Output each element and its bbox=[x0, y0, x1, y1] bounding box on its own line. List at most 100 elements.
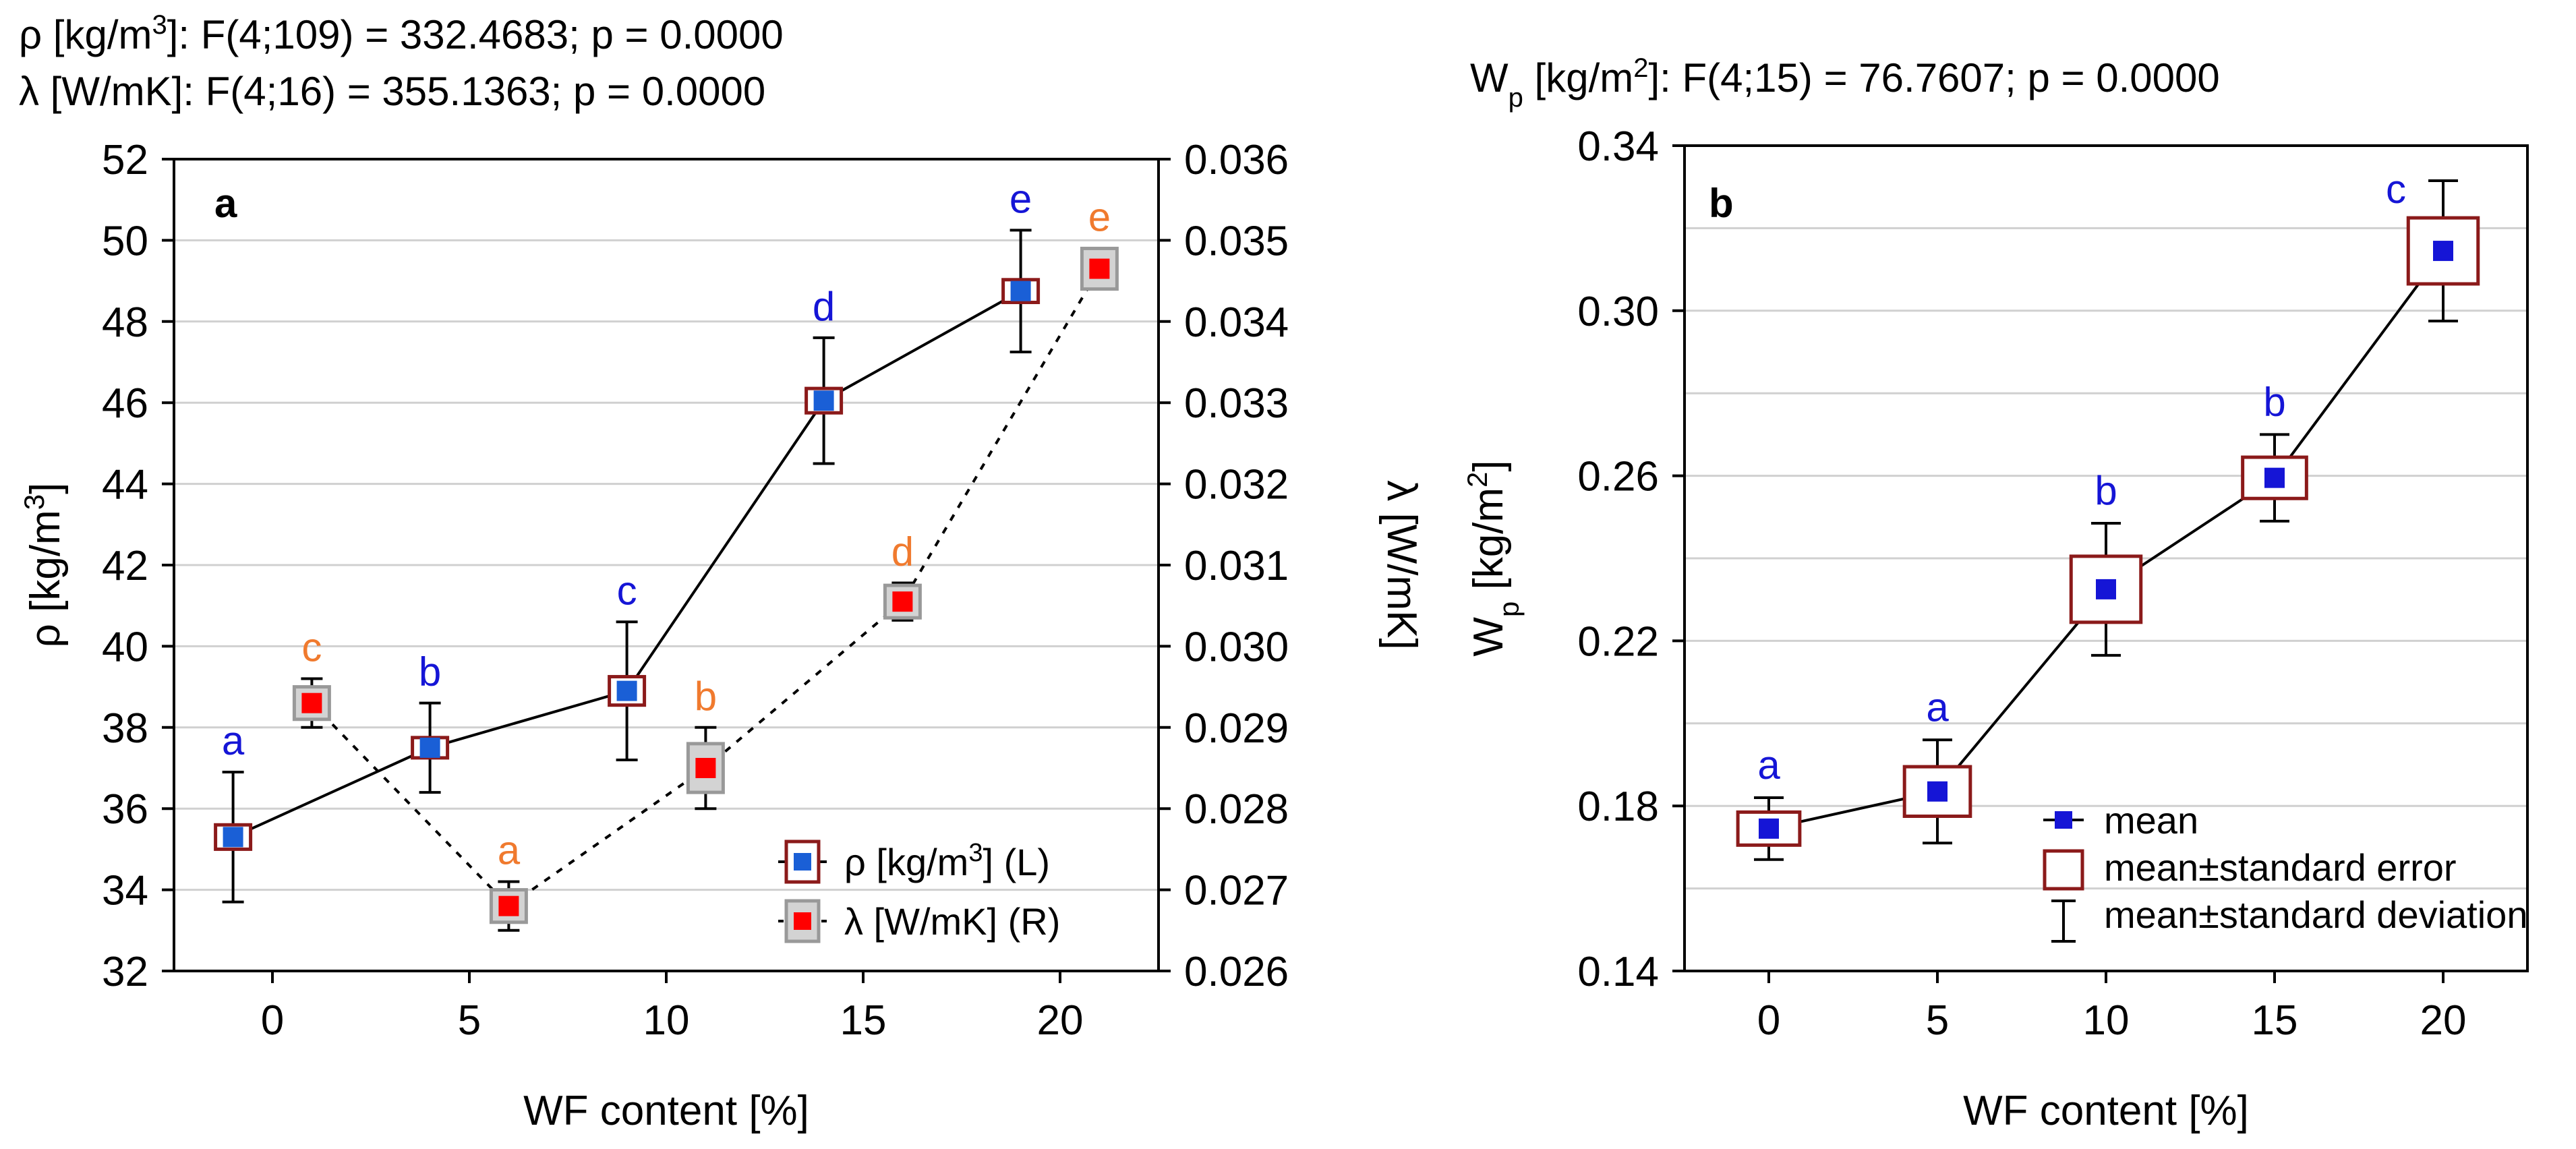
panel-b-ytick-label: 0.22 bbox=[1577, 618, 1659, 665]
ylabel-superscript: 2 bbox=[1461, 472, 1493, 488]
panel-a-ytick-right-label: 0.032 bbox=[1184, 462, 1289, 508]
panel-a-ytick-left-label: 50 bbox=[102, 218, 148, 264]
panel-a-ytick-right-label: 0.029 bbox=[1184, 705, 1289, 752]
mean-marker bbox=[1010, 281, 1031, 301]
ylabel-close: ] bbox=[1465, 460, 1512, 471]
legend-mean-marker bbox=[2055, 811, 2072, 829]
group-letter: d bbox=[891, 529, 914, 574]
panel-a-ytick-right-label: 0.031 bbox=[1184, 543, 1289, 589]
mean-marker bbox=[1759, 818, 1779, 839]
panel-a-ytick-left-label: 42 bbox=[102, 543, 148, 589]
panel-a-ytick-left-label: 40 bbox=[102, 624, 148, 670]
panel-a-stat-rho: ρ [kg/m3]: F(4;109) = 332.4683; p = 0.00… bbox=[19, 10, 784, 57]
ylabel-text: ρ [kg/m bbox=[22, 510, 69, 647]
panel-a-xlabel: WF content [%] bbox=[523, 1088, 809, 1134]
panel-b-xtick-label: 0 bbox=[1757, 997, 1780, 1044]
stat-value: F(4;16) = 355.1363; p = 0.0000 bbox=[206, 69, 766, 114]
mean-marker bbox=[498, 895, 519, 916]
group-letter: b bbox=[695, 674, 717, 719]
panel-b-ytick-label: 0.30 bbox=[1577, 289, 1659, 335]
group-letter: e bbox=[1088, 194, 1111, 239]
panel-a-xtick-label: 10 bbox=[643, 997, 690, 1044]
group-letter: a bbox=[1926, 684, 1949, 730]
group-letter: a bbox=[1757, 742, 1780, 788]
stat-unit-close: ]: bbox=[167, 12, 201, 57]
ylabel-subscript: p bbox=[1493, 601, 1525, 617]
se-box bbox=[1902, 765, 1972, 819]
mean-marker bbox=[892, 591, 913, 612]
mean-marker bbox=[2433, 241, 2453, 262]
mean-marker bbox=[1089, 258, 1110, 279]
group-letter: c bbox=[617, 568, 637, 613]
panel-b-xtick-label: 5 bbox=[1926, 997, 1949, 1044]
stat-unit: [kg/m bbox=[1523, 55, 1633, 100]
panel-a-legend: ρ [kg/m3] (L) λ [W/mK] (R) bbox=[778, 839, 1060, 943]
mean-marker bbox=[1927, 781, 1948, 802]
group-letter: e bbox=[1009, 176, 1032, 221]
mean-marker bbox=[2264, 467, 2285, 488]
legend-label-text: λ [W/mK] (R) bbox=[844, 900, 1060, 943]
panel-a-ytick-right-label: 0.035 bbox=[1184, 218, 1289, 264]
ylabel-text: W bbox=[1465, 617, 1512, 657]
group-letter: b bbox=[2263, 379, 2285, 424]
panel-b-ytick-label: 0.14 bbox=[1577, 949, 1659, 995]
panel-a-stat-lambda: λ [W/mK]: F(4;16) = 355.1363; p = 0.0000 bbox=[19, 69, 765, 114]
legend-marker bbox=[794, 912, 811, 930]
legend-label: ρ [kg/m3] (L) bbox=[844, 839, 1050, 883]
stat-symbol-subscript: p bbox=[1509, 83, 1523, 113]
panel-a-ytick-left-label: 38 bbox=[102, 705, 148, 752]
legend-label-close: ] (L) bbox=[983, 841, 1050, 883]
panel-a-ytick-left-label: 34 bbox=[102, 868, 148, 914]
panel-b-xtick-label: 10 bbox=[2083, 997, 2130, 1044]
panel-a-ytick-right-label: 0.033 bbox=[1184, 380, 1289, 427]
group-letter: c bbox=[2386, 167, 2406, 212]
panel-a-ytick-right-label: 0.028 bbox=[1184, 786, 1289, 833]
stat-unit-superscript: 3 bbox=[152, 10, 167, 40]
group-letter: b bbox=[2095, 468, 2117, 513]
stat-unit: [W/mK]: bbox=[39, 69, 206, 114]
mean-marker bbox=[813, 390, 834, 411]
legend-se-box bbox=[2043, 849, 2084, 891]
panel-b-xtick-label: 20 bbox=[2420, 997, 2467, 1044]
panel-a-ytick-left-label: 52 bbox=[102, 137, 148, 183]
panel-a-ylabel-right: λ [W/mK] bbox=[1378, 480, 1425, 649]
panel-b-ytick-label: 0.34 bbox=[1577, 123, 1659, 170]
panel-a-xtick-label: 5 bbox=[458, 997, 481, 1044]
panel-a-ylabel-left: ρ [kg/m3] bbox=[18, 483, 69, 648]
panel-a-ytick-left-label: 32 bbox=[102, 949, 148, 995]
stat-value: F(4;15) = 76.7607; p = 0.0000 bbox=[1682, 55, 2220, 100]
legend-marker bbox=[794, 853, 811, 871]
mean-marker bbox=[301, 693, 322, 713]
panel-a-ytick-left-label: 46 bbox=[102, 380, 148, 427]
stat-unit: [kg/m bbox=[42, 12, 152, 57]
panel-a-xtick-label: 15 bbox=[840, 997, 887, 1044]
group-letter: c bbox=[301, 625, 322, 670]
stat-unit-close: ]: bbox=[1649, 55, 1682, 100]
stat-symbol: λ bbox=[19, 69, 39, 114]
ylabel-close: ] bbox=[22, 483, 69, 494]
mean-marker bbox=[223, 827, 243, 848]
panel-a-ytick-left-label: 44 bbox=[102, 462, 148, 508]
panel-b-series-wp: a a b b c bbox=[1736, 167, 2480, 861]
legend-label-sd: mean±standard deviation bbox=[2104, 893, 2527, 936]
panel-b-xlabel: WF content [%] bbox=[1963, 1088, 2249, 1134]
stat-value: F(4;109) = 332.4683; p = 0.0000 bbox=[201, 12, 784, 57]
mean-marker bbox=[419, 737, 440, 758]
panel-a-series-rho: a b c d e bbox=[214, 176, 1041, 904]
legend-label-superscript: 3 bbox=[968, 839, 983, 867]
mean-marker bbox=[2096, 579, 2116, 599]
panel-a-ytick-right-label: 0.027 bbox=[1184, 868, 1289, 914]
group-letter: d bbox=[813, 284, 835, 329]
ylabel-unit: [kg/m bbox=[1465, 488, 1512, 601]
mean-marker bbox=[695, 758, 716, 778]
legend-label-mean: mean bbox=[2104, 799, 2198, 842]
panel-b-ytick-label: 0.18 bbox=[1577, 784, 1659, 830]
mean-marker bbox=[616, 680, 637, 701]
series-line bbox=[310, 268, 1101, 908]
stat-symbol: ρ bbox=[19, 12, 42, 57]
panel-a-ytick-right-label: 0.034 bbox=[1184, 299, 1289, 346]
panel-b-ylabel: Wp [kg/m2] bbox=[1461, 460, 1525, 656]
panel-b-ytick-label: 0.26 bbox=[1577, 454, 1659, 500]
